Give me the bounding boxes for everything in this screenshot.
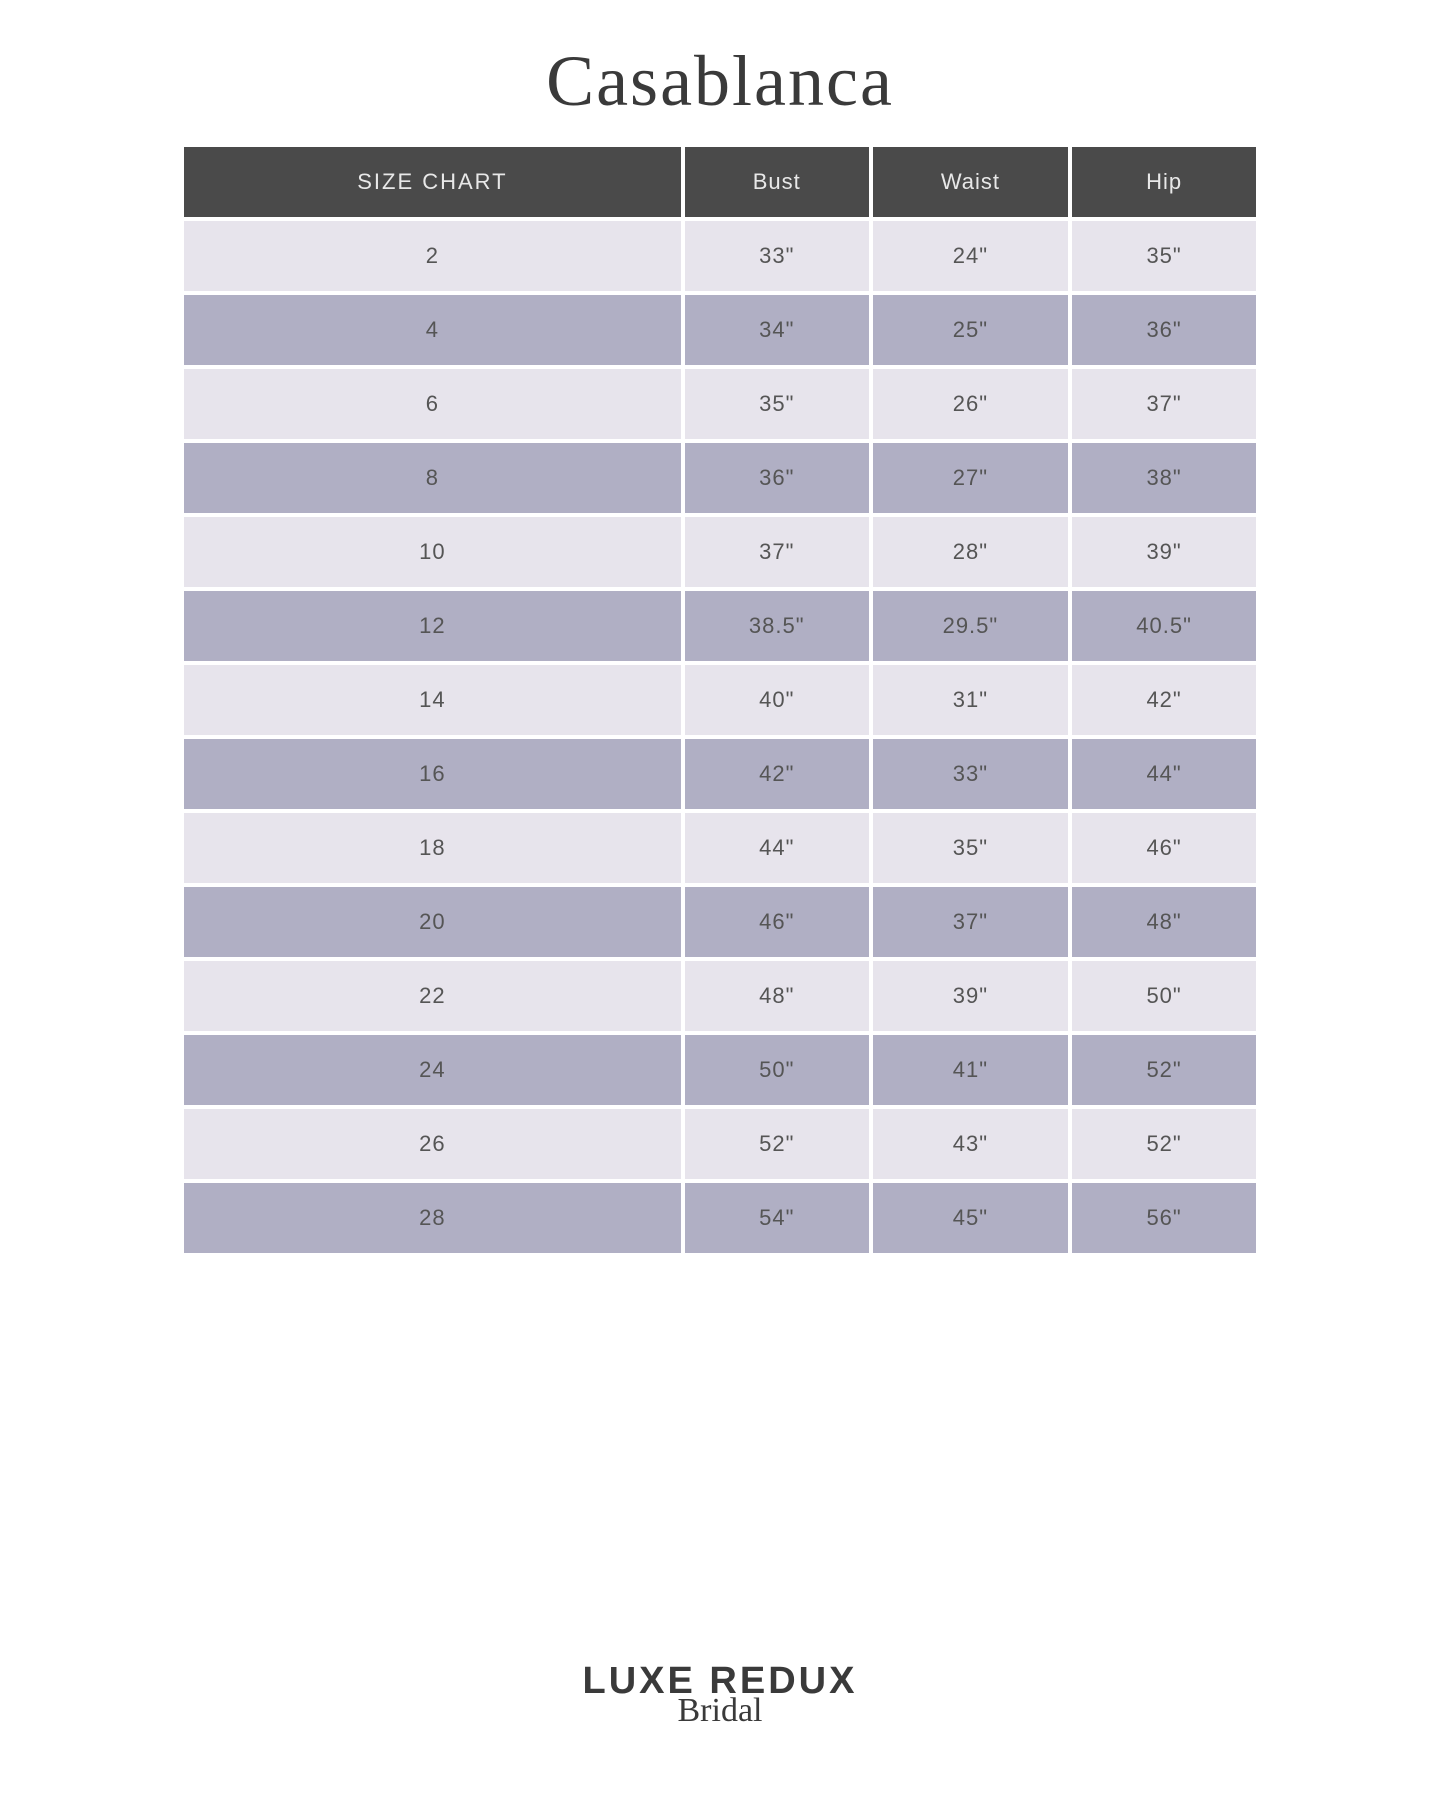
table-cell: 34" bbox=[685, 295, 869, 365]
table-row: 1844"35"46" bbox=[184, 813, 1256, 883]
table-cell: 50" bbox=[685, 1035, 869, 1105]
table-cell: 35" bbox=[1072, 221, 1256, 291]
table-cell: 46" bbox=[1072, 813, 1256, 883]
table-cell: 48" bbox=[1072, 887, 1256, 957]
table-cell: 43" bbox=[873, 1109, 1069, 1179]
table-cell: 16 bbox=[184, 739, 681, 809]
footer-logo: LUXE REDUX Bridal bbox=[583, 1662, 858, 1730]
table-cell: 8 bbox=[184, 443, 681, 513]
table-row: 1642"33"44" bbox=[184, 739, 1256, 809]
table-cell: 52" bbox=[685, 1109, 869, 1179]
table-cell: 24 bbox=[184, 1035, 681, 1105]
table-cell: 22 bbox=[184, 961, 681, 1031]
size-chart-table: SIZE CHART Bust Waist Hip 233"24"35"434"… bbox=[180, 143, 1260, 1257]
table-cell: 38.5" bbox=[685, 591, 869, 661]
size-chart-container: SIZE CHART Bust Waist Hip 233"24"35"434"… bbox=[180, 143, 1260, 1257]
table-row: 2248"39"50" bbox=[184, 961, 1256, 1031]
table-cell: 33" bbox=[685, 221, 869, 291]
table-cell: 27" bbox=[873, 443, 1069, 513]
table-cell: 6 bbox=[184, 369, 681, 439]
table-cell: 20 bbox=[184, 887, 681, 957]
table-cell: 18 bbox=[184, 813, 681, 883]
table-cell: 14 bbox=[184, 665, 681, 735]
table-cell: 56" bbox=[1072, 1183, 1256, 1253]
col-header-hip: Hip bbox=[1072, 147, 1256, 217]
table-cell: 48" bbox=[685, 961, 869, 1031]
table-cell: 44" bbox=[1072, 739, 1256, 809]
table-cell: 37" bbox=[873, 887, 1069, 957]
table-cell: 38" bbox=[1072, 443, 1256, 513]
table-cell: 39" bbox=[1072, 517, 1256, 587]
table-row: 1238.5"29.5"40.5" bbox=[184, 591, 1256, 661]
table-cell: 12 bbox=[184, 591, 681, 661]
table-cell: 29.5" bbox=[873, 591, 1069, 661]
table-cell: 44" bbox=[685, 813, 869, 883]
table-cell: 26" bbox=[873, 369, 1069, 439]
table-cell: 42" bbox=[1072, 665, 1256, 735]
table-cell: 40" bbox=[685, 665, 869, 735]
table-cell: 28" bbox=[873, 517, 1069, 587]
table-row: 1037"28"39" bbox=[184, 517, 1256, 587]
table-cell: 24" bbox=[873, 221, 1069, 291]
table-cell: 42" bbox=[685, 739, 869, 809]
table-header-row: SIZE CHART Bust Waist Hip bbox=[184, 147, 1256, 217]
table-cell: 35" bbox=[685, 369, 869, 439]
table-row: 434"25"36" bbox=[184, 295, 1256, 365]
table-cell: 52" bbox=[1072, 1109, 1256, 1179]
table-row: 2854"45"56" bbox=[184, 1183, 1256, 1253]
table-cell: 33" bbox=[873, 739, 1069, 809]
table-row: 1440"31"42" bbox=[184, 665, 1256, 735]
table-cell: 36" bbox=[685, 443, 869, 513]
table-row: 635"26"37" bbox=[184, 369, 1256, 439]
table-row: 2450"41"52" bbox=[184, 1035, 1256, 1105]
table-cell: 4 bbox=[184, 295, 681, 365]
table-cell: 45" bbox=[873, 1183, 1069, 1253]
table-cell: 36" bbox=[1072, 295, 1256, 365]
table-cell: 52" bbox=[1072, 1035, 1256, 1105]
table-cell: 10 bbox=[184, 517, 681, 587]
table-cell: 41" bbox=[873, 1035, 1069, 1105]
table-cell: 28 bbox=[184, 1183, 681, 1253]
table-cell: 54" bbox=[685, 1183, 869, 1253]
table-cell: 50" bbox=[1072, 961, 1256, 1031]
table-cell: 25" bbox=[873, 295, 1069, 365]
table-row: 2652"43"52" bbox=[184, 1109, 1256, 1179]
table-row: 233"24"35" bbox=[184, 221, 1256, 291]
table-cell: 40.5" bbox=[1072, 591, 1256, 661]
table-row: 2046"37"48" bbox=[184, 887, 1256, 957]
table-cell: 37" bbox=[1072, 369, 1256, 439]
table-cell: 2 bbox=[184, 221, 681, 291]
table-row: 836"27"38" bbox=[184, 443, 1256, 513]
table-cell: 46" bbox=[685, 887, 869, 957]
page-title: Casablanca bbox=[546, 40, 894, 123]
table-cell: 31" bbox=[873, 665, 1069, 735]
table-cell: 26 bbox=[184, 1109, 681, 1179]
col-header-waist: Waist bbox=[873, 147, 1069, 217]
col-header-bust: Bust bbox=[685, 147, 869, 217]
table-cell: 35" bbox=[873, 813, 1069, 883]
table-cell: 37" bbox=[685, 517, 869, 587]
col-header-size: SIZE CHART bbox=[184, 147, 681, 217]
table-cell: 39" bbox=[873, 961, 1069, 1031]
